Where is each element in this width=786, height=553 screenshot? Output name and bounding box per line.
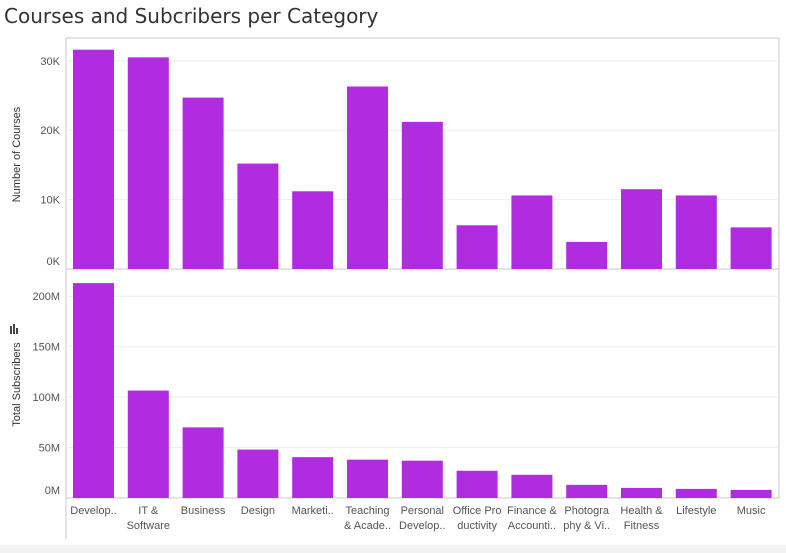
footer-strip bbox=[0, 545, 786, 553]
y-tick-label: 150M bbox=[32, 342, 60, 354]
y-tick-label: 0K bbox=[47, 256, 61, 268]
bar-courses-0 bbox=[73, 49, 114, 270]
bars bbox=[73, 49, 772, 498]
x-tick-label: Personal bbox=[401, 505, 444, 517]
bar-courses-10 bbox=[621, 189, 662, 269]
x-tick-label: & Acade.. bbox=[344, 520, 391, 532]
bar-courses-7 bbox=[456, 225, 498, 269]
bar-courses-1 bbox=[127, 57, 169, 270]
x-tick-label: Design bbox=[241, 505, 275, 517]
bar-courses-11 bbox=[675, 195, 717, 269]
x-tick-label: Music bbox=[737, 505, 766, 517]
bar-courses-4 bbox=[292, 191, 334, 269]
x-tick-label: Marketi.. bbox=[292, 505, 334, 517]
x-tick-label: Fitness bbox=[624, 520, 660, 532]
x-tick-label: Develop.. bbox=[399, 520, 445, 532]
bar-subscribers-8 bbox=[511, 474, 553, 498]
bar-subscribers-6 bbox=[401, 460, 443, 498]
x-tick-label: ductivity bbox=[457, 520, 497, 532]
bar-subscribers-10 bbox=[621, 487, 662, 498]
bar-subscribers-4 bbox=[292, 457, 334, 498]
bar-subscribers-0 bbox=[73, 283, 114, 498]
x-tick-label: Teaching bbox=[345, 505, 389, 517]
sort-icon bbox=[10, 324, 18, 334]
x-tick-label: Finance & bbox=[507, 505, 557, 517]
x-tick-label: Accounti.. bbox=[508, 520, 556, 532]
x-tick-label: Business bbox=[181, 505, 226, 517]
bar-courses-2 bbox=[182, 97, 224, 269]
x-tick-label: IT & bbox=[138, 505, 159, 517]
y-tick-label: 30K bbox=[40, 56, 60, 68]
y-tick-label: 20K bbox=[40, 125, 60, 137]
x-tick-label: Photogra bbox=[564, 505, 610, 517]
y-axis-labels: Number of Courses Total Subscribers bbox=[10, 106, 23, 427]
bar-courses-9 bbox=[566, 241, 608, 269]
y-tick-label: 0M bbox=[45, 485, 60, 497]
bar-subscribers-12 bbox=[730, 489, 772, 498]
x-tick-labels: Develop.. IT & Software Business Design Marke… bbox=[70, 505, 766, 532]
y-tick-label: 200M bbox=[32, 291, 60, 303]
y-tick-label: 50M bbox=[39, 443, 60, 455]
bar-subscribers-1 bbox=[127, 390, 169, 498]
bar-courses-8 bbox=[511, 195, 553, 269]
x-tick-label: Software bbox=[127, 520, 170, 532]
x-tick-label: Develop.. bbox=[70, 505, 116, 517]
y-tick-label: 100M bbox=[32, 392, 60, 404]
bar-subscribers-3 bbox=[237, 449, 279, 498]
bar-courses-12 bbox=[730, 227, 772, 269]
bar-courses-5 bbox=[347, 86, 388, 269]
y-tick-labels: 0K 10K 20K 30K 0M 50M 100M 150M 200M bbox=[32, 56, 60, 497]
y-tick-label: 10K bbox=[40, 195, 60, 207]
bar-subscribers-7 bbox=[456, 470, 498, 498]
bar-subscribers-5 bbox=[347, 459, 388, 498]
y-axis-label: Total Subscribers bbox=[11, 342, 23, 427]
sort-icon-bar bbox=[16, 328, 18, 334]
sort-icon-bar bbox=[13, 324, 15, 334]
x-tick-label: Health & bbox=[620, 505, 663, 517]
chart-title: Courses and Subcribers per Category bbox=[4, 4, 379, 28]
x-tick-label: Lifestyle bbox=[676, 505, 716, 517]
sort-icon-bar bbox=[10, 326, 12, 334]
x-tick-label: phy & Vi.. bbox=[563, 520, 610, 532]
x-tick-label: Office Pro bbox=[453, 505, 502, 517]
bar-subscribers-9 bbox=[566, 484, 608, 498]
bar-subscribers-2 bbox=[182, 427, 224, 498]
y-axis-label: Number of Courses bbox=[11, 106, 23, 202]
bar-subscribers-11 bbox=[675, 488, 717, 498]
bar-courses-3 bbox=[237, 163, 279, 269]
bar-courses-6 bbox=[401, 121, 443, 269]
